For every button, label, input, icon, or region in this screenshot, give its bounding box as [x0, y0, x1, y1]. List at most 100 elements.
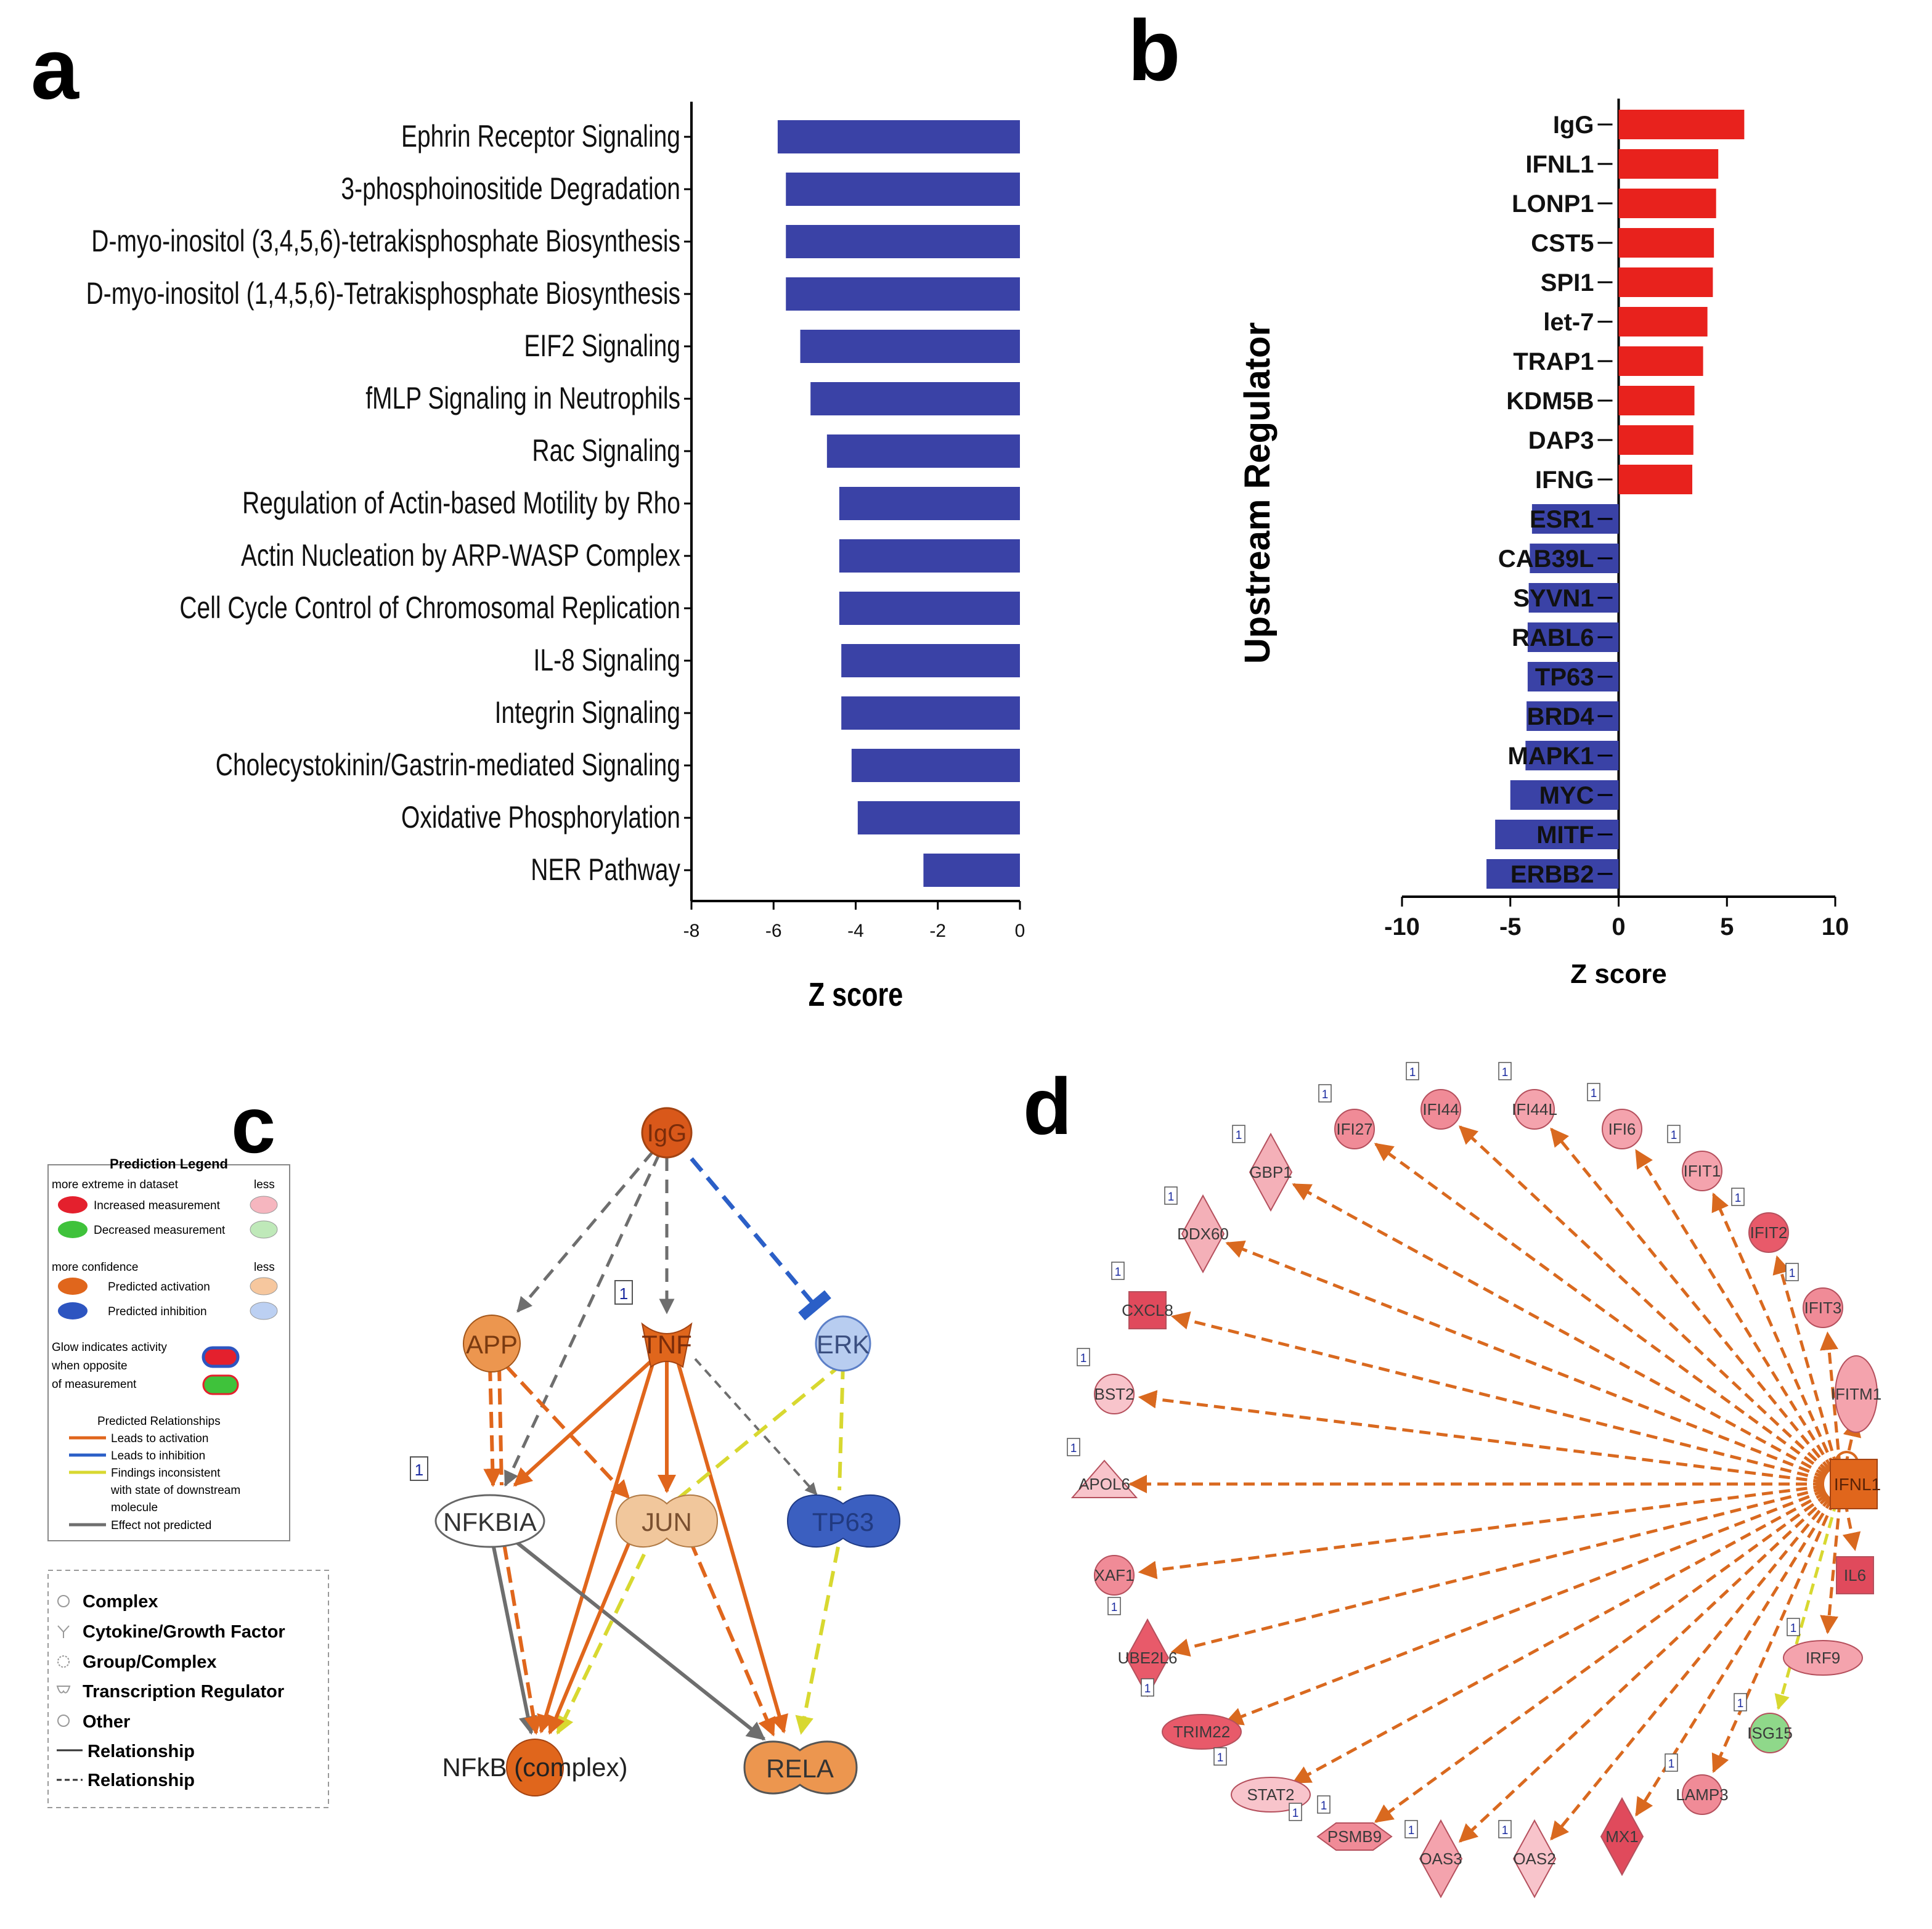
legend-inhibition-less-swatch [250, 1302, 278, 1320]
node-d-label: IFIT2 [1750, 1223, 1788, 1242]
edge-tp63-rela [795, 1546, 840, 1735]
node-d [1748, 1212, 1789, 1253]
legend-glow-green-swatch [202, 1374, 239, 1395]
badge-d-text: 1 [1408, 1824, 1415, 1837]
relationship-solid: Relationship [88, 1742, 195, 1761]
panel-label-d: d [1023, 1061, 1072, 1151]
chart-a: Ephrin Receptor Signaling 3-phosphoinosit… [86, 102, 1025, 1013]
panel-a: a Ephrin Receptor Signaling 3-phosphoinos… [31, 20, 1025, 1013]
badge-d [1785, 1263, 1799, 1281]
node-nfkbia[interactable] [434, 1494, 545, 1548]
node-d [1070, 1459, 1138, 1498]
node-igg[interactable] [641, 1107, 693, 1159]
node-d-label: GBP1 [1249, 1163, 1292, 1181]
node-d-label: OAS2 [1513, 1849, 1555, 1868]
bar-b [1618, 386, 1695, 415]
node-d-label: DDX60 [1177, 1225, 1229, 1243]
legend-title: Prediction Legend [110, 1156, 228, 1172]
node-nfkbia-label: NFKBIA [443, 1507, 537, 1536]
badge-c-1-text: 1 [619, 1284, 628, 1303]
legend-increased: Increased measurement [94, 1199, 221, 1212]
badge-d [1498, 1820, 1512, 1838]
node-app-label: APP [466, 1330, 518, 1359]
edge-tnf-rela [676, 1361, 788, 1734]
edge-app-jun [503, 1363, 630, 1499]
other-shape-icon [57, 1715, 70, 1727]
category-label-b: RABL6 [1512, 624, 1594, 651]
bar-a [777, 120, 1020, 153]
panel-label-a: a [31, 20, 79, 117]
badge-d [1734, 1693, 1747, 1711]
node-rela-label: RELA [766, 1754, 834, 1783]
badge-d [1406, 1062, 1419, 1080]
badge-d-text: 1 [1502, 1066, 1509, 1079]
node-d [1783, 1640, 1863, 1676]
badge-d [1164, 1186, 1178, 1205]
x-tick-label-a: -6 [765, 921, 782, 941]
category-label-b: DAP3 [1528, 427, 1594, 454]
legend-decreased-swatch [58, 1221, 88, 1238]
node-d [1181, 1194, 1225, 1274]
node-app[interactable] [463, 1315, 521, 1372]
badge-d-text: 1 [1321, 1800, 1327, 1813]
bar-a [786, 277, 1020, 311]
badge-d-text: 1 [1790, 1622, 1797, 1635]
badge-d [1404, 1820, 1418, 1838]
edge-d [1711, 1192, 1843, 1485]
category-label-b: TP63 [1535, 664, 1594, 691]
edge-nfkbia-nfkb [491, 1543, 537, 1735]
node-d [1249, 1132, 1293, 1212]
node-tnf[interactable] [641, 1322, 693, 1368]
node-tp63[interactable] [786, 1494, 901, 1548]
node-d [1128, 1291, 1167, 1329]
legend-more-confidence: more confidence [52, 1261, 138, 1274]
node-erk[interactable] [815, 1315, 871, 1372]
legend-inhibition-swatch [58, 1302, 88, 1319]
badge-d [1317, 1795, 1331, 1814]
legend-findings-1: Findings inconsistent [111, 1467, 221, 1480]
node-d [1750, 1713, 1790, 1753]
bar-a [786, 225, 1020, 258]
edge-d [1458, 1125, 1843, 1485]
bar-b [1486, 859, 1619, 889]
x-tick-label-a: -8 [683, 921, 700, 941]
badge-d [1289, 1803, 1302, 1821]
category-label-b: MAPK1 [1507, 743, 1594, 770]
x-tick-label-b: 5 [1720, 913, 1734, 940]
node-nfkb-complex[interactable] [506, 1739, 564, 1796]
bar-a [839, 539, 1020, 573]
node-hub-ifnl1 [1830, 1459, 1878, 1509]
shapes-legend: Complex Cytokine/Growth Factor Group/Com… [47, 1570, 329, 1808]
node-d [1334, 1109, 1375, 1149]
node-jun[interactable] [615, 1494, 719, 1548]
bar-a [851, 749, 1020, 782]
x-tick-label-a: 0 [1015, 921, 1025, 941]
node-rela[interactable] [743, 1740, 858, 1795]
edge-erk-tp63 [838, 1363, 845, 1491]
legend-glow-3: of measurement [52, 1378, 137, 1391]
category-label-b: CST5 [1531, 230, 1594, 257]
badge-d-text: 1 [1070, 1442, 1077, 1455]
edge-igg-app [516, 1150, 654, 1313]
badge-d [1141, 1678, 1154, 1697]
badge-d [1067, 1438, 1080, 1456]
edge-app-nfkbia-1 [483, 1364, 502, 1487]
badge-d [1787, 1618, 1800, 1636]
node-d-label: OAS3 [1419, 1849, 1462, 1868]
edge-tnf-nfkb [537, 1361, 655, 1734]
node-d-label: IFI44 [1422, 1100, 1459, 1119]
edge-nfkbia-rela [513, 1539, 766, 1741]
badge-d-text: 1 [1737, 1697, 1744, 1710]
edge-d [1138, 1390, 1842, 1486]
edge-d [1840, 1483, 1861, 1551]
node-d [1162, 1714, 1242, 1750]
legend-leads-activation: Leads to activation [111, 1432, 208, 1445]
edge-d [1170, 1311, 1842, 1486]
legend-increased-less-swatch [250, 1196, 278, 1214]
category-label-a: Integrin Signaling [495, 695, 680, 730]
prediction-legend: Prediction Legend more extreme in datase… [47, 1156, 290, 1541]
node-d [1512, 1819, 1557, 1899]
edge-d [1224, 1482, 1842, 1726]
node-d [1094, 1374, 1135, 1414]
bar-b [1618, 267, 1713, 297]
